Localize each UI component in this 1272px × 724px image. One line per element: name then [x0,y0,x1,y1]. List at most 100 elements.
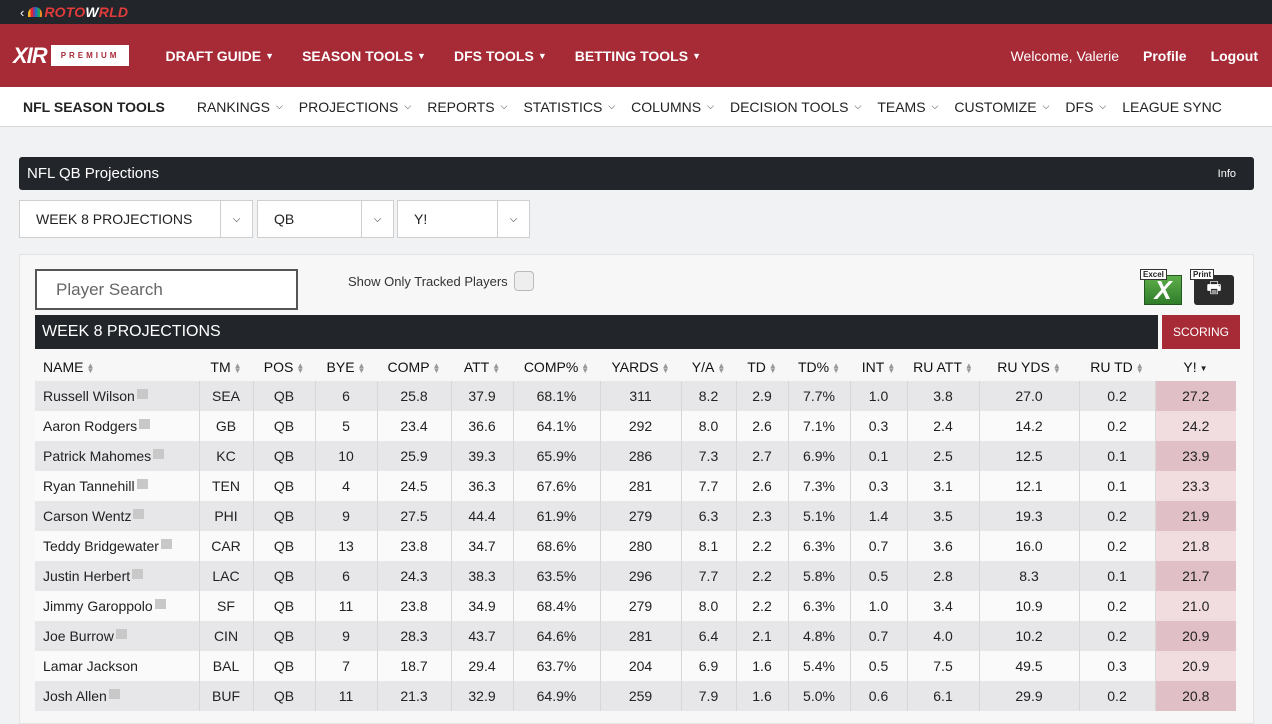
chevron-down-icon: ⌵ [404,101,412,111]
player-note-icon[interactable] [160,539,172,549]
week-select[interactable]: WEEK 8 PROJECTIONS ⌵ [19,200,253,238]
table-cell: 0.2 [1078,621,1155,651]
column-header-ru-yds[interactable]: RU YDS ▲ ▼ [997,359,1061,376]
player-note-icon[interactable] [108,689,120,699]
table-cell: 27.0 [978,381,1079,411]
player-name-link[interactable]: Russell Wilson [35,381,199,411]
table-cell: 1.6 [735,651,788,681]
player-name-link[interactable]: Carson Wentz [35,501,199,531]
nav-draft-guide[interactable]: DRAFT GUIDE ▼ [165,47,275,64]
player-note-icon[interactable] [139,419,151,429]
column-header-ru-att[interactable]: RU ATT ▲ ▼ [913,359,973,376]
table-cell: 0.6 [849,681,907,711]
position-select[interactable]: QB ⌵ [257,200,394,238]
tracked-players-toggle[interactable]: Show Only Tracked Players [348,271,534,291]
print-button[interactable]: 🖶 Print [1190,269,1234,305]
table-cell: 2.5 [906,441,979,471]
column-header-name[interactable]: NAME ▲ ▼ [43,359,95,376]
scoring-button[interactable]: SCORING [1162,315,1240,349]
column-header-comp[interactable]: COMP ▲ ▼ [387,359,441,376]
projections-card: Player Search Show Only Tracked Players … [19,254,1254,724]
subnav-dfs[interactable]: DFS ⌵ [1065,98,1107,115]
sort-icon: ▲ ▼ [86,361,95,376]
column-header-ru-td[interactable]: RU TD ▲ ▼ [1090,359,1144,376]
excel-export-button[interactable]: X Excel [1140,269,1184,305]
table-cell: 0.3 [849,411,907,441]
column-header-bye[interactable]: BYE ▲ ▼ [326,359,366,376]
subnav-statistics[interactable]: STATISTICS ⌵ [523,98,616,115]
subnav-reports[interactable]: REPORTS ⌵ [427,98,508,115]
player-name-link[interactable]: Justin Herbert [35,561,199,591]
column-header-pos[interactable]: POS ▲ ▼ [263,359,305,376]
player-name-link[interactable]: Aaron Rodgers [35,411,199,441]
nav-season-tools[interactable]: SEASON TOOLS ▼ [302,47,426,64]
table-cell: 23.9 [1154,441,1236,471]
tracked-players-checkbox[interactable] [513,271,534,291]
panel-header: NFL QB Projections Info [19,157,1254,190]
subnav-rankings[interactable]: RANKINGS ⌵ [196,98,283,115]
profile-link[interactable]: Profile [1143,47,1187,64]
table-cell: 19.3 [978,501,1079,531]
table-cell: 0.5 [849,561,907,591]
player-note-icon[interactable] [136,389,148,399]
player-note-icon[interactable] [153,449,165,459]
player-note-icon[interactable] [136,479,148,489]
sort-icon: ▲ ▼ [887,361,896,376]
nav-dfs-tools[interactable]: DFS TOOLS ▼ [453,47,547,64]
player-note-icon[interactable] [115,629,127,639]
logout-link[interactable]: Logout [1210,47,1258,64]
table-cell: CAR [198,531,253,561]
subnav-league-sync[interactable]: LEAGUE SYNC [1122,98,1222,115]
player-note-icon[interactable] [154,599,166,609]
subnav-customize[interactable]: CUSTOMIZE ⌵ [954,98,1050,115]
table-cell: 34.7 [450,531,513,561]
player-search-input[interactable]: Player Search [35,269,298,310]
brand-logo[interactable]: XIR PREMIUM [13,43,130,69]
table-cell: 8.1 [680,531,736,561]
table-cell: 61.9% [512,501,600,531]
table-cell: QB [252,471,315,501]
back-chevron-icon[interactable]: ‹ [20,4,25,20]
column-header-y-a[interactable]: Y/A ▲ ▼ [691,359,726,376]
column-header-td-[interactable]: TD% ▲ ▼ [797,359,841,376]
player-name-link[interactable]: Lamar Jackson [35,651,199,681]
column-header-td[interactable]: TD ▲ ▼ [747,359,777,376]
info-button[interactable]: Info [1217,167,1236,180]
table-cell: GB [198,411,253,441]
player-name-link[interactable]: Patrick Mahomes [35,441,199,471]
table-cell: 44.4 [450,501,513,531]
column-header-tm[interactable]: TM ▲ ▼ [210,359,242,376]
column-header-y-[interactable]: Y! ▼ [1183,359,1208,375]
subnav-teams[interactable]: TEAMS ⌵ [877,98,939,115]
subnav-projections[interactable]: PROJECTIONS ⌵ [298,98,412,115]
player-name-link[interactable]: Teddy Bridgewater [35,531,199,561]
player-name-link[interactable]: Ryan Tannehill [35,471,199,501]
subnav-title[interactable]: NFL SEASON TOOLS [23,98,165,115]
column-header-att[interactable]: ATT ▲ ▼ [463,359,501,376]
player-note-icon[interactable] [132,569,144,579]
table-cell: 0.7 [849,621,907,651]
column-header-int[interactable]: INT ▲ ▼ [861,359,896,376]
table-cell: 7.5 [906,651,979,681]
subnav-columns[interactable]: COLUMNS ⌵ [631,98,714,115]
player-note-icon[interactable] [133,509,145,519]
position-select-value: QB [274,211,295,227]
player-name-link[interactable]: Josh Allen [35,681,199,711]
table-cell: BUF [198,681,253,711]
table-cell: 12.5 [978,441,1079,471]
scoring-select[interactable]: Y! ⌵ [397,200,530,238]
table-cell: 2.8 [906,561,979,591]
table-cell: 21.7 [1154,561,1236,591]
rotoworld-logo[interactable]: ROTO W RLD [28,4,128,20]
table-cell: 6.3 [680,501,736,531]
table-cell: 23.8 [376,531,451,561]
table-cell: SF [198,591,253,621]
column-header-yards[interactable]: YARDS ▲ ▼ [611,359,670,376]
subnav-decision-tools[interactable]: DECISION TOOLS ⌵ [729,98,862,115]
nav-betting-tools[interactable]: BETTING TOOLS ▼ [574,47,701,64]
player-name-link[interactable]: Jimmy Garoppolo [35,591,199,621]
player-name-link[interactable]: Joe Burrow [35,621,199,651]
column-header-comp-[interactable]: COMP% ▲ ▼ [523,359,590,376]
sort-icon: ▲ ▼ [661,361,670,376]
table-cell: QB [252,621,315,651]
